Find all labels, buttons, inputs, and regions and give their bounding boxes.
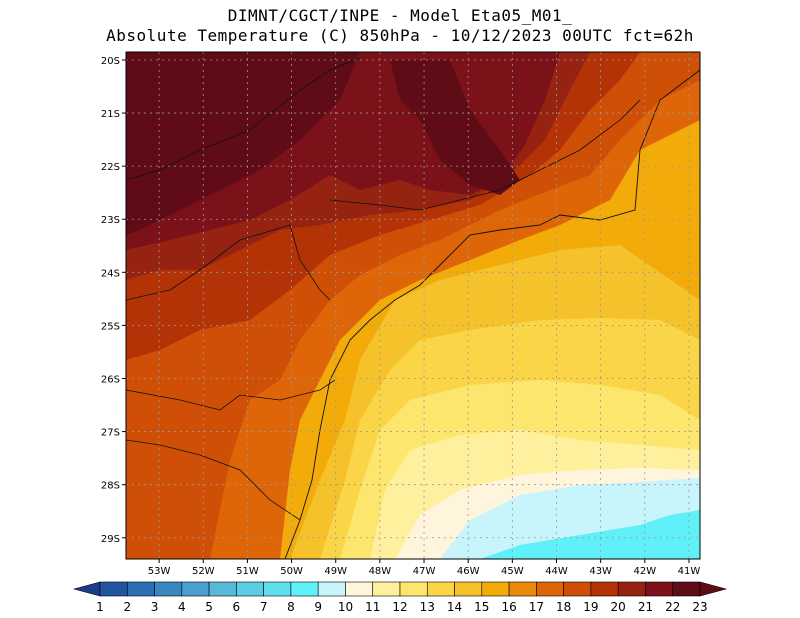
state-border-rs: [126, 439, 301, 521]
state-border-pr: [126, 224, 331, 301]
state-border-sp-mg: [329, 99, 641, 211]
colorbar-label: 9: [314, 600, 322, 614]
colorbar-label: 5: [205, 600, 213, 614]
temperature-field: [126, 52, 700, 559]
lon-tick-label: 42W: [633, 566, 656, 577]
colorbar-swatch: [263, 581, 292, 597]
colorbar-swatch: [617, 581, 646, 597]
longitude-tick-labels: 53W 52W 51W 50W 49W 48W 47W 46W 45W 44W 43W 42W 41W: [148, 559, 701, 577]
colorbar-swatch: [126, 581, 155, 597]
colorbar-swatch: [372, 581, 401, 597]
coastline: [284, 69, 700, 559]
map-frame: [125, 51, 701, 560]
lon-tick-label: 41W: [678, 566, 701, 577]
lat-tick-label: 20S: [101, 56, 120, 67]
lon-tick-label: 47W: [413, 566, 436, 577]
colorbar-label: 16: [501, 600, 516, 614]
colorbar-label: 20: [611, 600, 626, 614]
colorbar-label: 14: [447, 600, 462, 614]
lon-tick-label: 43W: [589, 566, 612, 577]
colorbar-label: 21: [638, 600, 653, 614]
colorbar-arrow-low: [72, 581, 101, 597]
map-title-line1: DIMNT/CGCT/INPE - Model Eta05_M01_: [227, 6, 573, 25]
latitude-tick-labels: 20S 21S 22S 23S 24S 25S 26S 27S 28S 29S: [101, 56, 126, 545]
colorbar-label: 4: [178, 600, 186, 614]
lat-tick-label: 21S: [101, 109, 120, 120]
lon-tick-label: 46W: [457, 566, 480, 577]
map-gridlines: [126, 52, 700, 559]
state-border-ms: [126, 57, 361, 181]
colorbar-swatch: [399, 581, 428, 597]
lat-tick-label: 28S: [101, 481, 120, 492]
colorbar-label: 7: [260, 600, 268, 614]
colorbar-label: 17: [529, 600, 544, 614]
colorbar-label: 2: [123, 600, 131, 614]
lon-tick-label: 52W: [192, 566, 215, 577]
map-title-line2: Absolute Temperature (C) 850hPa - 10/12/…: [106, 26, 694, 45]
colorbar-swatch: [236, 581, 264, 597]
colorbar-label: 13: [420, 600, 435, 614]
lon-tick-label: 53W: [148, 566, 171, 577]
state-border-sc: [126, 379, 336, 411]
temp-band-9: [480, 510, 700, 559]
colorbar-label: 3: [151, 600, 159, 614]
colorbar-swatch: [645, 581, 674, 597]
colorbar-label: 23: [692, 600, 707, 614]
colorbar-swatch: [454, 581, 483, 597]
colorbar-swatch: [536, 581, 564, 597]
colorbar-swatch: [590, 581, 619, 597]
colorbar-swatch: [154, 581, 183, 597]
colorbar-label: 6: [233, 600, 241, 614]
colorbar-label: 19: [583, 600, 598, 614]
temp-band-23-east: [390, 60, 520, 195]
colorbar-swatch: [481, 581, 510, 597]
colorbar-label: 10: [338, 600, 353, 614]
lat-tick-label: 26S: [101, 374, 120, 385]
colorbar-swatch: [508, 581, 537, 597]
lon-tick-label: 49W: [324, 566, 347, 577]
lat-tick-label: 27S: [101, 428, 120, 439]
lon-tick-label: 45W: [501, 566, 524, 577]
lon-tick-label: 44W: [545, 566, 568, 577]
lat-tick-label: 24S: [101, 268, 120, 279]
colorbar-swatch: [345, 581, 374, 597]
colorbar-swatch: [317, 581, 346, 597]
temp-band-23-west: [126, 52, 360, 235]
colorbar-swatch: [563, 581, 592, 597]
colorbar-label: 8: [287, 600, 295, 614]
colorbar-swatch: [208, 581, 237, 597]
colorbar-arrow-high: [699, 581, 728, 597]
lat-tick-label: 22S: [101, 162, 120, 173]
colorbar-swatch: [181, 581, 210, 597]
colorbar-swatch: [426, 581, 455, 597]
colorbar-label: 1: [96, 600, 104, 614]
colorbar: 1 2 3 4 5 6 7 8 9 10 11 12 13 14 15 16 17 18 19 20 21 22 23: [72, 581, 728, 614]
colorbar-swatch: [672, 581, 701, 597]
colorbar-label: 11: [365, 600, 380, 614]
lon-tick-label: 51W: [236, 566, 259, 577]
lon-tick-label: 50W: [280, 566, 303, 577]
colorbar-label: 22: [665, 600, 680, 614]
lat-tick-label: 25S: [101, 321, 120, 332]
lon-tick-label: 48W: [369, 566, 392, 577]
colorbar-label: 12: [392, 600, 407, 614]
colorbar-label: 15: [474, 600, 489, 614]
lat-tick-label: 23S: [101, 215, 120, 226]
colorbar-swatch: [290, 581, 319, 597]
colorbar-label: 18: [556, 600, 571, 614]
colorbar-swatch: [99, 581, 128, 597]
lat-tick-label: 29S: [101, 534, 120, 545]
